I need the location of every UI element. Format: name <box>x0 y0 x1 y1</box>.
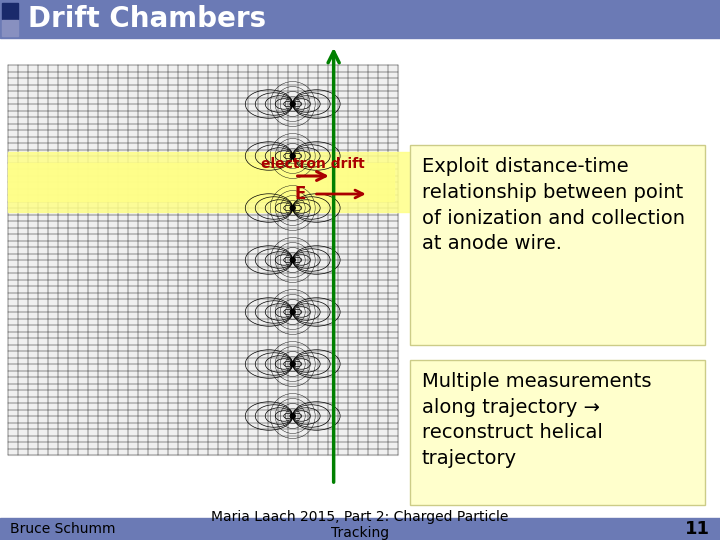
Circle shape <box>290 153 295 159</box>
Circle shape <box>290 102 295 106</box>
Text: Maria Laach 2015, Part 2: Charged Particle
Tracking: Maria Laach 2015, Part 2: Charged Partic… <box>211 510 509 540</box>
Bar <box>410 145 705 345</box>
Text: Exploit distance-time
relationship between point
of ionization and collection
at: Exploit distance-time relationship betwe… <box>422 157 685 253</box>
Text: Multiple measurements
along trajectory →
reconstruct helical
trajectory: Multiple measurements along trajectory →… <box>422 372 652 468</box>
Bar <box>8 65 398 455</box>
Bar <box>8 152 458 212</box>
Bar <box>0 518 720 540</box>
Bar <box>8 163 394 201</box>
Circle shape <box>290 309 295 314</box>
Text: electron drift: electron drift <box>261 157 365 171</box>
Text: Bruce Schumm: Bruce Schumm <box>10 522 115 536</box>
Bar <box>2 3 18 19</box>
Text: Drift Chambers: Drift Chambers <box>28 5 266 33</box>
Circle shape <box>290 361 295 367</box>
Bar <box>0 0 720 38</box>
Bar <box>2 20 18 36</box>
Text: 11: 11 <box>685 520 710 538</box>
Text: E: E <box>294 185 306 203</box>
Circle shape <box>290 258 295 262</box>
Circle shape <box>290 206 295 211</box>
Circle shape <box>290 414 295 418</box>
Bar <box>410 360 705 505</box>
